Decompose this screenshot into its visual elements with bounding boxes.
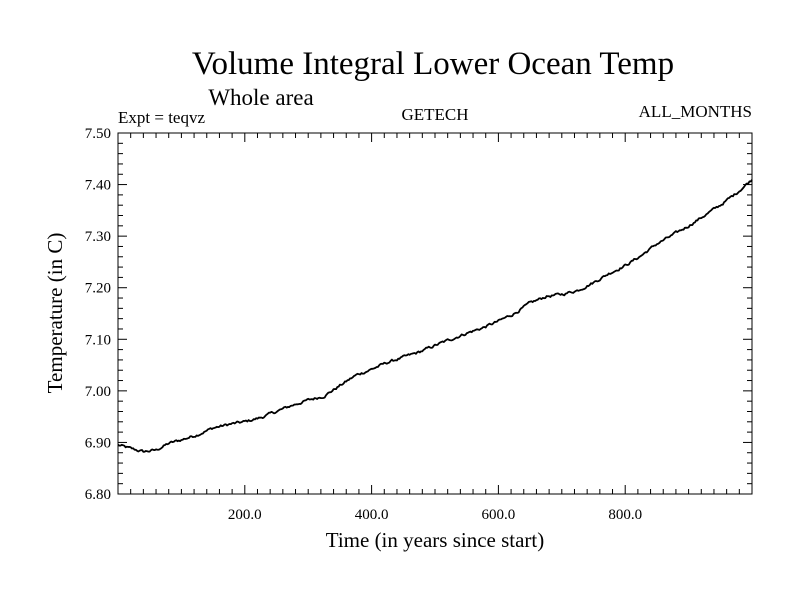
y-tick-labels: 6.80 6.90 7.00 7.10 7.20 7.30 7.40 7.50 <box>85 126 111 503</box>
x-tick-label: 200.0 <box>228 507 262 523</box>
y-tick-label: 6.90 <box>85 435 111 451</box>
y-tick-label: 7.10 <box>85 332 111 348</box>
x-tick-label: 600.0 <box>482 507 516 523</box>
chart-subtitle: Whole area <box>208 85 313 110</box>
x-tick-label: 800.0 <box>608 507 642 523</box>
temperature-series-line <box>117 179 753 453</box>
y-axis-label: Temperature (in C) <box>43 233 67 394</box>
months-label: ALL_MONTHS <box>639 102 752 121</box>
y-tick-label: 7.50 <box>85 126 111 142</box>
axis-ticks <box>118 132 752 495</box>
x-tick-label: 400.0 <box>355 507 389 523</box>
experiment-label: Expt = teqvz <box>118 108 205 127</box>
x-tick-labels: 200.0 400.0 600.0 800.0 <box>228 507 642 523</box>
plot-frame <box>117 132 753 495</box>
x-axis-label: Time (in years since start) <box>326 528 545 552</box>
y-tick-label: 7.30 <box>85 229 111 245</box>
y-tick-label: 6.80 <box>85 487 111 503</box>
y-tick-label: 7.20 <box>85 281 111 297</box>
y-tick-label: 7.40 <box>85 178 111 194</box>
chart-title: Volume Integral Lower Ocean Temp <box>192 46 674 82</box>
source-label: GETECH <box>401 105 468 124</box>
y-tick-label: 7.00 <box>85 384 111 400</box>
